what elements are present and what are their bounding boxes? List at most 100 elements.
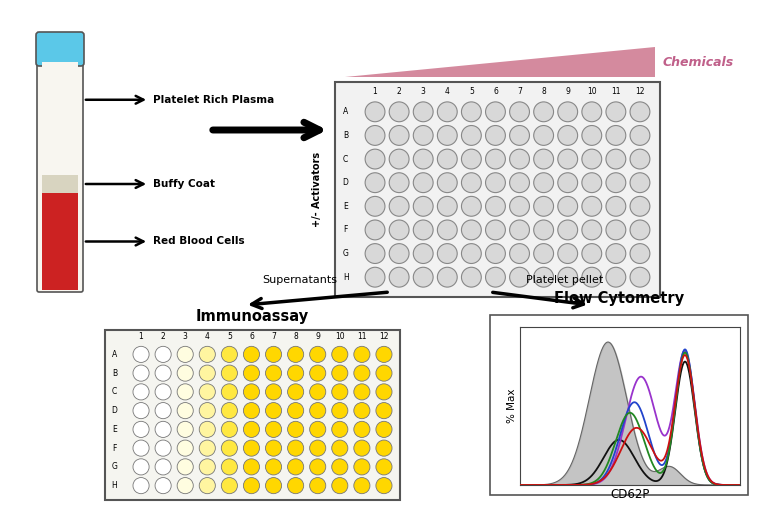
Circle shape	[221, 402, 238, 419]
Circle shape	[376, 421, 392, 437]
Circle shape	[389, 196, 409, 216]
Circle shape	[486, 173, 505, 193]
Circle shape	[310, 421, 326, 437]
Circle shape	[332, 402, 348, 419]
Circle shape	[332, 459, 348, 475]
Text: 12: 12	[379, 332, 388, 341]
Text: Immunoassay: Immunoassay	[196, 309, 309, 324]
Text: 5: 5	[469, 88, 474, 96]
Circle shape	[243, 440, 260, 456]
Circle shape	[332, 384, 348, 400]
Circle shape	[310, 440, 326, 456]
Text: Platelet Rich Plasma: Platelet Rich Plasma	[153, 95, 274, 105]
Circle shape	[462, 220, 481, 240]
Circle shape	[365, 220, 385, 240]
Circle shape	[287, 384, 304, 400]
Circle shape	[199, 365, 215, 381]
Circle shape	[606, 196, 625, 216]
Circle shape	[199, 384, 215, 400]
Circle shape	[365, 267, 385, 287]
Circle shape	[310, 365, 326, 381]
Circle shape	[243, 384, 260, 400]
Circle shape	[437, 243, 457, 264]
Circle shape	[365, 196, 385, 216]
Text: 11: 11	[357, 332, 367, 341]
Circle shape	[558, 149, 577, 169]
Circle shape	[243, 478, 260, 494]
Circle shape	[437, 149, 457, 169]
Circle shape	[266, 402, 281, 419]
Text: C: C	[343, 154, 348, 164]
Circle shape	[376, 402, 392, 419]
Circle shape	[332, 347, 348, 363]
Circle shape	[558, 125, 577, 146]
Circle shape	[462, 173, 481, 193]
Text: 3: 3	[421, 88, 426, 96]
Text: D: D	[112, 406, 117, 415]
Circle shape	[266, 478, 281, 494]
Text: 7: 7	[271, 332, 276, 341]
Text: H: H	[112, 481, 117, 490]
Circle shape	[534, 125, 553, 146]
Circle shape	[155, 421, 171, 437]
Circle shape	[558, 196, 577, 216]
Text: E: E	[343, 202, 348, 211]
Circle shape	[510, 220, 529, 240]
Circle shape	[630, 267, 650, 287]
Circle shape	[243, 402, 260, 419]
Y-axis label: % Max: % Max	[507, 388, 517, 423]
Circle shape	[155, 365, 171, 381]
Circle shape	[177, 365, 193, 381]
Circle shape	[133, 440, 149, 456]
Text: 10: 10	[587, 88, 597, 96]
Text: 3: 3	[183, 332, 188, 341]
Text: 12: 12	[636, 88, 645, 96]
Circle shape	[462, 243, 481, 264]
Circle shape	[534, 149, 553, 169]
Circle shape	[221, 440, 238, 456]
Circle shape	[199, 440, 215, 456]
Circle shape	[287, 421, 304, 437]
Circle shape	[630, 220, 650, 240]
Circle shape	[582, 243, 601, 264]
Circle shape	[243, 421, 260, 437]
Text: 5: 5	[227, 332, 232, 341]
Text: G: G	[343, 249, 349, 258]
Polygon shape	[345, 47, 655, 77]
Circle shape	[221, 421, 238, 437]
Circle shape	[582, 125, 601, 146]
Text: 9: 9	[315, 332, 320, 341]
Circle shape	[486, 102, 505, 122]
Circle shape	[376, 347, 392, 363]
Bar	[42, 62, 78, 175]
Circle shape	[266, 384, 281, 400]
Text: H: H	[343, 272, 349, 282]
Circle shape	[558, 243, 577, 264]
Circle shape	[413, 243, 433, 264]
Circle shape	[606, 173, 625, 193]
Circle shape	[558, 173, 577, 193]
Circle shape	[310, 347, 326, 363]
Circle shape	[389, 243, 409, 264]
Text: 6: 6	[249, 332, 254, 341]
Circle shape	[389, 267, 409, 287]
Circle shape	[510, 149, 529, 169]
Text: D: D	[343, 178, 349, 187]
Circle shape	[389, 173, 409, 193]
Circle shape	[177, 440, 193, 456]
Text: 1: 1	[138, 332, 144, 341]
Circle shape	[582, 267, 601, 287]
Circle shape	[354, 440, 370, 456]
Circle shape	[133, 384, 149, 400]
Circle shape	[437, 173, 457, 193]
Circle shape	[534, 243, 553, 264]
Circle shape	[462, 102, 481, 122]
Text: 2: 2	[161, 332, 166, 341]
Text: 7: 7	[517, 88, 522, 96]
Circle shape	[199, 478, 215, 494]
Text: Red Blood Cells: Red Blood Cells	[153, 237, 245, 247]
Text: 1: 1	[373, 88, 378, 96]
Circle shape	[486, 196, 505, 216]
Circle shape	[437, 220, 457, 240]
Text: E: E	[112, 425, 117, 434]
